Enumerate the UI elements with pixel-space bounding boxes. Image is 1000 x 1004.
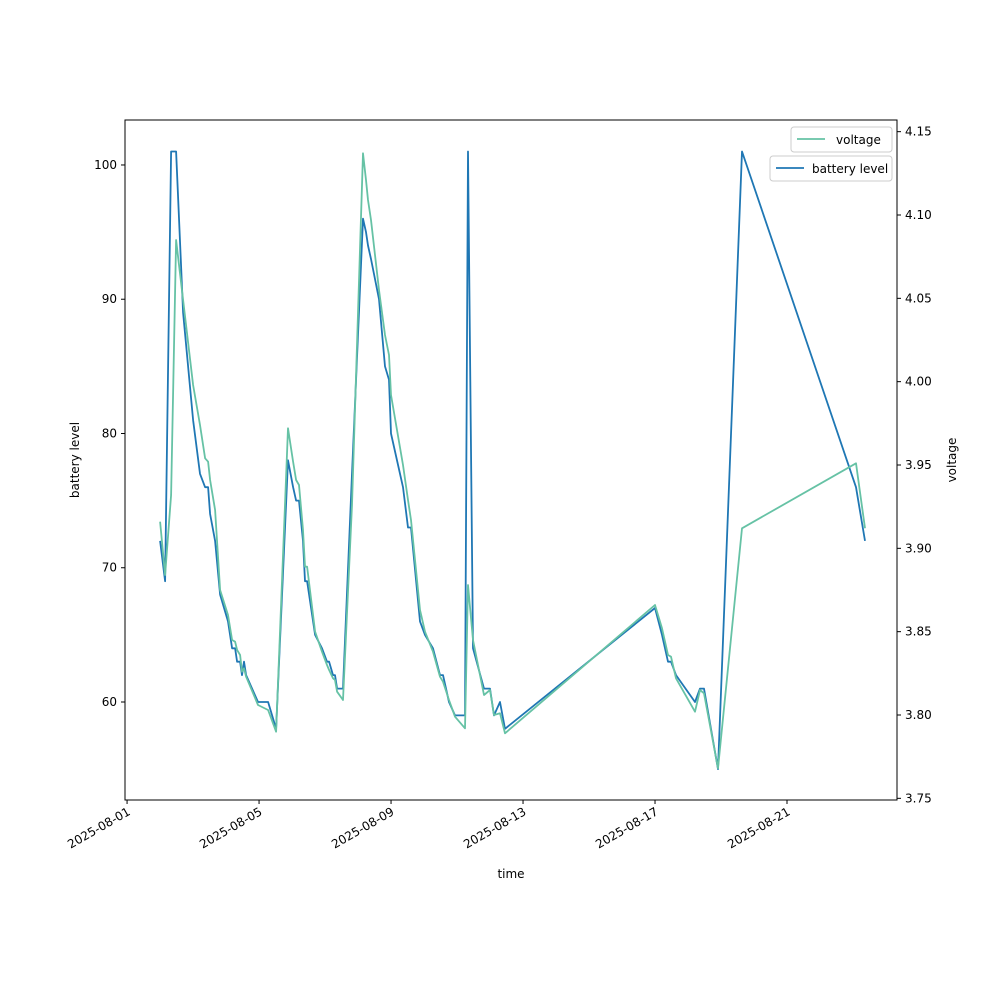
y-tick-label: 60 [102,695,117,709]
legend-battery-label: battery level [812,162,888,176]
y-axis-right: 3.75 3.80 3.85 3.90 3.95 4.00 4.05 4.10 4.15 [897,125,932,805]
x-tick-label: 2025-08-05 [197,804,264,851]
x-axis: 2025-08-01 2025-08-05 2025-08-09 2025-08-13… [65,800,793,851]
y2-tick-label: 4.10 [905,208,932,222]
x-tick-label: 2025-08-17 [593,804,660,851]
y2-tick-label: 3.95 [905,458,932,472]
legend-voltage-label: voltage [836,133,881,147]
plot-frame [124,119,898,801]
y2-tick-label: 3.80 [905,708,932,722]
y-axis-label: battery level [68,422,82,498]
y-axis-left: 60 70 80 90 100 [94,158,125,709]
y2-tick-label: 3.75 [905,791,932,805]
y-tick-label: 80 [102,426,117,440]
y2-tick-label: 4.05 [905,291,932,305]
x-axis-label: time [497,867,524,881]
y-tick-label: 90 [102,292,117,306]
y-tick-label: 70 [102,561,117,575]
legend-battery: battery level [769,155,893,182]
x-tick-label: 2025-08-13 [461,804,528,851]
series-line-battery [159,150,866,770]
y2-axis-label: voltage [945,438,959,483]
y2-tick-label: 3.85 [905,625,932,639]
x-tick-label: 2025-08-09 [329,804,396,851]
y2-tick-label: 4.15 [905,125,932,139]
legend-voltage: voltage [790,126,893,153]
x-tick-label: 2025-08-01 [65,804,132,851]
y2-tick-label: 3.90 [905,541,932,555]
x-tick-label: 2025-08-21 [725,804,792,851]
series-lines [159,150,866,770]
y2-tick-label: 4.00 [905,375,932,389]
y-tick-label: 100 [94,158,117,172]
series-line-voltage [159,152,866,770]
